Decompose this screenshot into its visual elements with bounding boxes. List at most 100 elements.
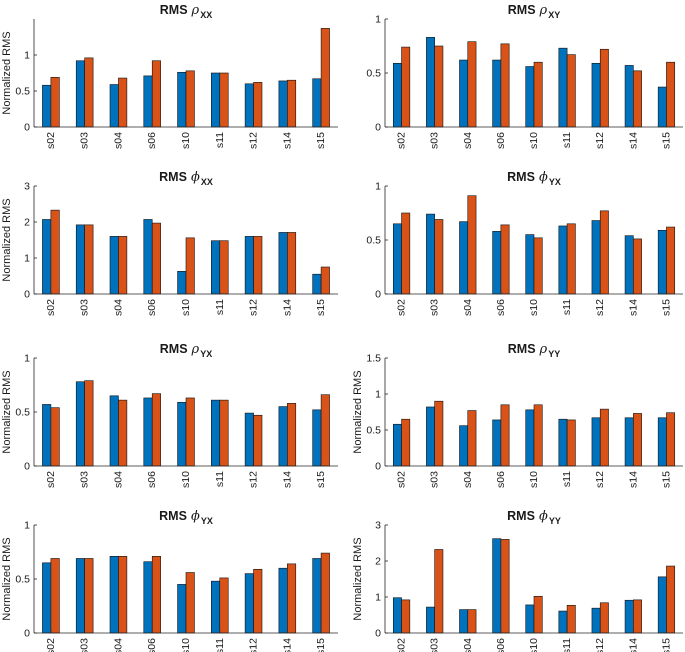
chart-panel-5: RMS ρYX Normalized RMS 0 0.5 1 s02 s03 s04 s06 s10… — [1, 342, 338, 488]
chart-panel-1: RMS ρXX Normalized RMS 0 0.5 1 s02 s03 s04 s06 s10… — [1, 3, 338, 149]
bar-s03-series-1 — [75, 558, 85, 634]
bar-s11-series-1 — [558, 610, 568, 634]
x-tick-label: s04 — [112, 132, 124, 149]
x-tick-label: s03 — [429, 132, 441, 149]
bar-s04-series-2 — [118, 236, 128, 295]
bar-s06-series-2 — [151, 60, 161, 128]
y-tick-label: 0 — [24, 628, 30, 640]
chart-panel-4: RMS ϕYX 0 0.5 1 s02 s03 s04 s06 s10 s11 s12 s14 s15 — [366, 170, 683, 316]
bar-s02-series-1 — [42, 84, 52, 128]
x-tick-label: s12 — [248, 299, 260, 316]
bar-s02-series-2 — [50, 209, 60, 295]
bar-s04-series-1 — [109, 236, 119, 295]
y-tick-label: 0.5 — [15, 574, 30, 586]
bar-s03-series-1 — [426, 213, 435, 295]
bar-s03-series-1 — [426, 406, 435, 467]
bar-s12-series-2 — [599, 602, 609, 634]
bar-s06-series-2 — [500, 43, 510, 128]
x-tick-label: s04 — [462, 638, 474, 652]
y-tick-label: 1.5 — [366, 353, 381, 365]
bar-s12-series-2 — [253, 568, 263, 634]
bar-s12-series-2 — [599, 210, 609, 295]
bar-s02-series-2 — [50, 558, 60, 634]
bar-s14-series-1 — [278, 232, 288, 295]
x-tick-label: s03 — [429, 471, 441, 488]
bar-s04-series-2 — [467, 195, 477, 295]
chart-panel-3: RMS ϕXX Normalized RMS 0 1 2 3 s02 s03 s04 s06 s10 s… — [1, 170, 338, 316]
x-tick-label: s04 — [112, 638, 124, 652]
x-tick-label: s15 — [660, 299, 672, 316]
chart-title: RMS ϕYY — [507, 509, 561, 526]
bar-s04-series-1 — [459, 221, 469, 295]
x-tick-label: s11 — [214, 638, 226, 652]
chart-panel-8: RMS ϕYY Normalized RMS 0 1 2 3 s02 s03 s04 s06 s10 s… — [352, 509, 683, 652]
x-tick-label: s11 — [561, 471, 573, 487]
x-tick-label: s03 — [79, 299, 91, 316]
bar-s10-series-2 — [185, 70, 195, 128]
bar-s06-series-1 — [492, 538, 502, 634]
bar-s11-series-2 — [219, 577, 229, 634]
bar-s03-series-2 — [434, 400, 444, 467]
x-tick-label: s11 — [214, 471, 226, 487]
x-tick-label: s11 — [561, 638, 573, 652]
bar-s11-series-1 — [558, 47, 568, 128]
bar-s12-series-1 — [244, 83, 254, 128]
x-tick-label: s02 — [45, 299, 57, 316]
x-tick-label: s15 — [315, 299, 327, 316]
bar-s06-series-1 — [143, 219, 153, 295]
bar-s04-series-1 — [109, 556, 119, 634]
bar-s06-series-1 — [143, 75, 153, 128]
x-tick-label: s02 — [396, 299, 408, 316]
bar-s02-series-2 — [401, 599, 411, 634]
bar-s12-series-1 — [591, 607, 601, 634]
y-tick-label: 1 — [24, 353, 30, 365]
y-axis-label: Normalized RMS — [1, 370, 13, 453]
y-tick-label: 0.5 — [366, 235, 381, 247]
bar-s12-series-2 — [253, 414, 263, 467]
x-tick-label: s03 — [429, 638, 441, 652]
bar-s15-series-2 — [666, 61, 676, 128]
x-tick-label: s02 — [45, 132, 57, 149]
bar-s11-series-1 — [558, 418, 568, 467]
x-tick-label: s10 — [528, 638, 540, 652]
x-tick-label: s11 — [561, 299, 573, 315]
y-tick-label: 3 — [24, 181, 30, 193]
bar-s15-series-2 — [320, 394, 330, 467]
bar-s10-series-2 — [533, 595, 543, 634]
bar-s04-series-2 — [467, 410, 477, 467]
bar-s06-series-2 — [151, 393, 161, 467]
bar-s12-series-2 — [253, 82, 263, 128]
bar-s15-series-1 — [657, 576, 667, 634]
x-tick-label: s12 — [594, 638, 606, 652]
bar-s11-series-1 — [211, 399, 221, 467]
x-tick-label: s03 — [79, 638, 91, 652]
x-tick-label: s02 — [396, 638, 408, 652]
chart-title: RMS ϕYX — [159, 509, 213, 526]
y-axis-label: Normalized RMS — [1, 31, 13, 114]
x-tick-label: s02 — [396, 471, 408, 488]
bar-s15-series-1 — [312, 78, 322, 128]
bar-s14-series-1 — [624, 235, 634, 295]
chart-title: RMS ρXX — [160, 3, 212, 20]
bar-s03-series-2 — [434, 219, 444, 295]
y-tick-label: 2 — [24, 217, 30, 229]
chart-title: RMS ϕXX — [159, 170, 213, 187]
bar-s02-series-2 — [401, 418, 411, 467]
bar-s03-series-2 — [84, 380, 94, 467]
bar-s11-series-1 — [558, 225, 568, 295]
bar-s12-series-2 — [599, 48, 609, 128]
bar-s14-series-2 — [633, 599, 642, 634]
chart-title: RMS ρXY — [508, 3, 560, 20]
bar-s14-series-2 — [287, 403, 297, 467]
bar-s11-series-2 — [566, 604, 576, 634]
y-axis-label: Normalized RMS — [352, 537, 364, 620]
x-tick-label: s12 — [248, 471, 260, 488]
bar-s10-series-2 — [185, 572, 195, 634]
bar-s03-series-1 — [75, 60, 85, 128]
bar-s10-series-1 — [177, 584, 187, 634]
bar-s14-series-2 — [287, 79, 297, 128]
bar-s15-series-1 — [657, 86, 667, 128]
x-tick-label: s03 — [79, 132, 91, 149]
bar-s11-series-1 — [211, 72, 221, 128]
bar-s15-series-2 — [666, 412, 676, 467]
